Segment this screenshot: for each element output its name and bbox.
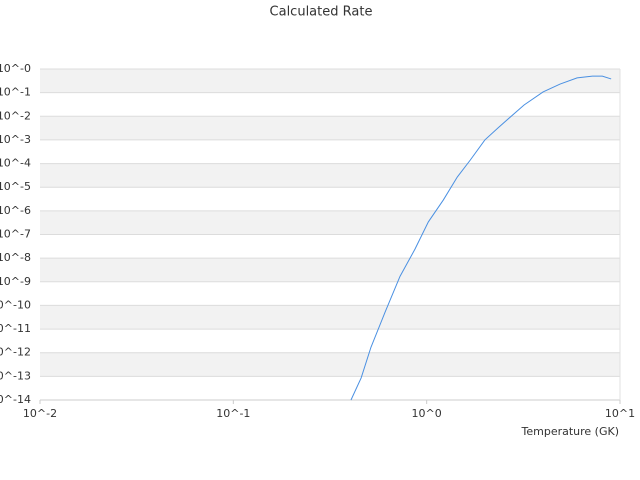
y-tick-label: 10^-12 — [0, 346, 31, 359]
data-line — [350, 75, 612, 401]
band — [40, 258, 620, 282]
x-tick-label: 10^-2 — [23, 407, 57, 420]
band — [40, 376, 620, 400]
band — [40, 234, 620, 259]
band — [40, 281, 620, 306]
band — [40, 92, 620, 117]
x-tick-label: 10^-1 — [216, 407, 250, 420]
y-tick-label: 10^-3 — [0, 133, 31, 146]
y-tick-label: 10^-5 — [0, 180, 31, 193]
x-axis-title: Temperature (GK) — [521, 425, 620, 438]
band — [40, 139, 620, 164]
y-tick-label: 10^-2 — [0, 109, 31, 122]
y-tick-label: 10^-11 — [0, 322, 31, 335]
band — [40, 210, 620, 235]
y-tick-label: 10^-14 — [0, 393, 31, 406]
chart-title: Calculated Rate — [270, 5, 373, 20]
band — [40, 116, 620, 140]
y-tick-label: 10^-6 — [0, 204, 31, 217]
y-tick-label: 10^-4 — [0, 157, 31, 170]
x-tick-label: 10^0 — [412, 407, 442, 420]
y-tick-label: 10^-1 — [0, 86, 31, 99]
band — [40, 329, 620, 353]
y-tick-label: 10^-7 — [0, 228, 31, 241]
band — [40, 352, 620, 377]
band — [40, 305, 620, 330]
band — [40, 187, 620, 211]
y-tick-label: 10^-10 — [0, 298, 31, 311]
y-tick-label: 10^-8 — [0, 251, 31, 264]
band — [40, 163, 620, 188]
y-tick-label: 10^-0 — [0, 62, 31, 75]
band — [40, 69, 620, 93]
x-tick-label: 10^1 — [605, 407, 635, 420]
y-tick-label: 10^-9 — [0, 275, 31, 288]
y-tick-label: 10^-13 — [0, 369, 31, 382]
